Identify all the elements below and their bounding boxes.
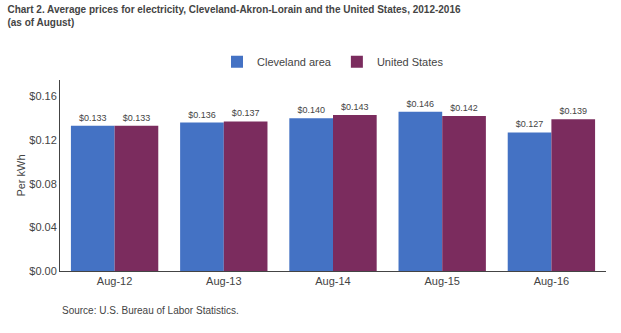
svg-text:$0.142: $0.142	[450, 103, 478, 113]
svg-text:Chart 2. Average prices for el: Chart 2. Average prices for electricity,…	[7, 4, 461, 28]
svg-text:$0.16: $0.16	[29, 90, 57, 102]
svg-text:$0.08: $0.08	[29, 178, 57, 190]
svg-text:Per kWh: Per kWh	[15, 154, 27, 196]
svg-text:Cleveland area: Cleveland area	[257, 56, 332, 68]
svg-text:$0.137: $0.137	[232, 108, 260, 118]
svg-text:Aug-14: Aug-14	[315, 275, 350, 287]
svg-text:$0.139: $0.139	[559, 106, 587, 116]
svg-text:$0.12: $0.12	[29, 134, 57, 146]
svg-text:Aug-15: Aug-15	[424, 275, 459, 287]
svg-text:$0.127: $0.127	[516, 119, 544, 129]
svg-text:$0.140: $0.140	[297, 105, 325, 115]
svg-text:$0.136: $0.136	[188, 110, 216, 120]
svg-text:$0.133: $0.133	[123, 113, 151, 123]
svg-text:Aug-13: Aug-13	[206, 275, 241, 287]
svg-text:$0.133: $0.133	[79, 113, 107, 123]
svg-text:United States: United States	[377, 56, 444, 68]
svg-text:Aug-16: Aug-16	[534, 275, 569, 287]
svg-text:Source: U.S. Bureau of Labor S: Source: U.S. Bureau of Labor Statistics.	[62, 305, 239, 316]
svg-text:$0.00: $0.00	[29, 265, 57, 277]
svg-text:$0.143: $0.143	[341, 102, 369, 112]
svg-text:Aug-12: Aug-12	[97, 275, 132, 287]
svg-text:$0.04: $0.04	[29, 221, 57, 233]
svg-text:$0.146: $0.146	[407, 99, 435, 109]
